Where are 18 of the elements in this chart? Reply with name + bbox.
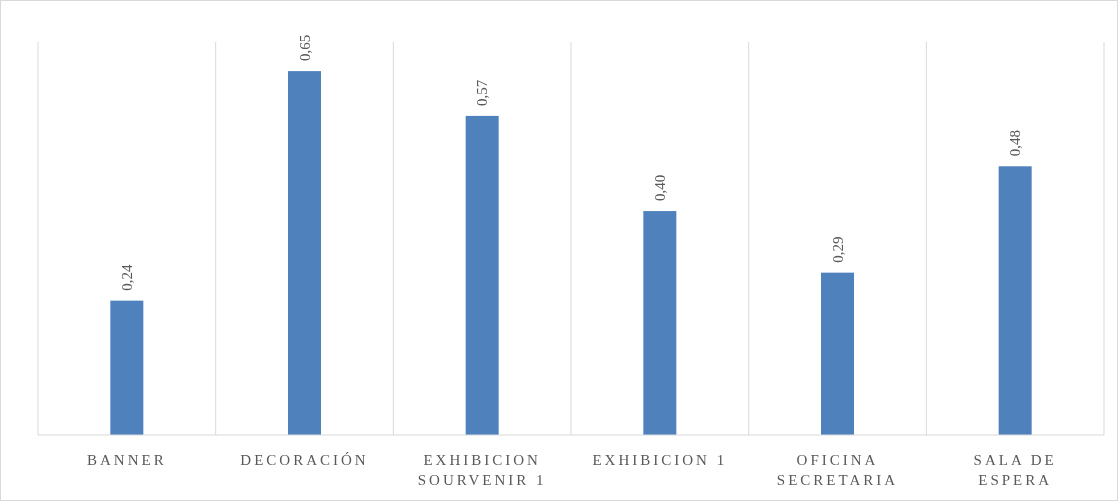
data-label: 0,40: [651, 174, 668, 202]
x-tick-label: EXHIBICION 1: [592, 452, 728, 468]
data-label: 0,57: [474, 79, 491, 106]
x-tick-label: BANNER: [87, 452, 167, 468]
x-tick-label: SALA DE ESPERA: [973, 452, 1057, 488]
data-label: 0,65: [296, 34, 313, 62]
bar: [288, 71, 321, 435]
data-label: 0,24: [118, 263, 135, 291]
x-tick-label: OFICINA SECRETARIA: [776, 452, 899, 488]
bar: [465, 115, 499, 435]
x-tick-label: EXHIBICION SOURVENIR 1: [417, 452, 547, 488]
bar: [110, 300, 144, 435]
bar: [821, 272, 854, 435]
data-label: 0,29: [829, 236, 846, 263]
data-label: 0,48: [1007, 130, 1024, 157]
bar: [998, 166, 1032, 435]
x-tick-label: DECORACIÓN: [240, 452, 369, 468]
bar: [643, 211, 677, 435]
